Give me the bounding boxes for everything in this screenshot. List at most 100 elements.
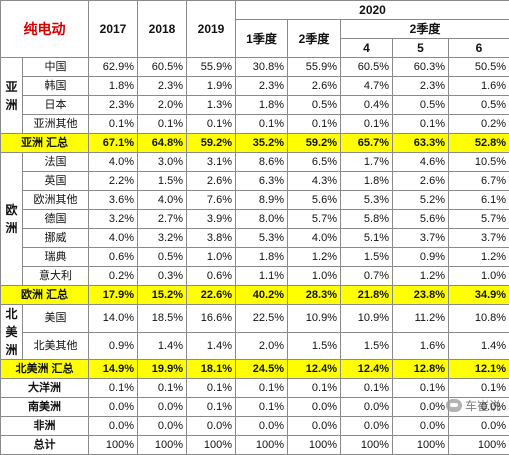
value-cell: 100% [236, 436, 288, 455]
value-cell: 2.0% [138, 96, 187, 115]
value-cell: 35.2% [236, 134, 288, 153]
col-header-q2: 2季度 [288, 20, 341, 58]
value-cell: 3.6% [89, 191, 138, 210]
value-cell: 34.9% [449, 286, 509, 305]
value-cell: 0.0% [288, 398, 341, 417]
value-cell: 0.1% [89, 115, 138, 134]
value-cell: 10.5% [449, 153, 509, 172]
value-cell: 28.3% [288, 286, 341, 305]
value-cell: 12.4% [341, 360, 393, 379]
subtotal-label: 北美洲 汇总 [1, 360, 89, 379]
col-header-2018: 2018 [138, 1, 187, 58]
value-cell: 5.1% [341, 229, 393, 248]
value-cell: 0.1% [187, 398, 236, 417]
region-label-asia: 亚洲 [1, 58, 23, 134]
value-cell: 19.9% [138, 360, 187, 379]
value-cell: 0.3% [138, 267, 187, 286]
value-cell: 3.9% [187, 210, 236, 229]
value-cell: 6.7% [449, 172, 509, 191]
table-row: 瑞典 0.6%0.5%1.0%1.8%1.2%1.5%0.9%1.2% [1, 248, 509, 267]
value-cell: 0.2% [89, 267, 138, 286]
value-cell: 7.6% [187, 191, 236, 210]
table-row: 亚洲 中国 62.9%60.5%55.9%30.8%55.9%60.5%60.3… [1, 58, 509, 77]
value-cell: 65.7% [341, 134, 393, 153]
value-cell: 0.5% [393, 96, 449, 115]
subtotal-row-europe: 欧洲 汇总 17.9%15.2%22.6%40.2%28.3%21.8%23.8… [1, 286, 509, 305]
value-cell: 100% [138, 436, 187, 455]
value-cell: 4.0% [288, 229, 341, 248]
value-cell: 1.0% [288, 267, 341, 286]
value-cell: 21.8% [341, 286, 393, 305]
value-cell: 0.2% [449, 115, 509, 134]
value-cell: 0.0% [449, 417, 509, 436]
value-cell: 0.1% [341, 379, 393, 398]
row-label: 大洋洲 [1, 379, 89, 398]
value-cell: 67.1% [89, 134, 138, 153]
value-cell: 3.2% [138, 229, 187, 248]
table-row: 挪威 4.0%3.2%3.8%5.3%4.0%5.1%3.7%3.7% [1, 229, 509, 248]
value-cell: 3.7% [449, 229, 509, 248]
row-label: 挪威 [23, 229, 89, 248]
table-row: 欧洲其他 3.6%4.0%7.6%8.9%5.6%5.3%5.2%6.1% [1, 191, 509, 210]
value-cell: 1.2% [449, 248, 509, 267]
value-cell: 8.9% [236, 191, 288, 210]
value-cell: 6.1% [449, 191, 509, 210]
value-cell: 3.7% [393, 229, 449, 248]
value-cell: 10.8% [449, 305, 509, 333]
col-header-2019: 2019 [187, 1, 236, 58]
value-cell: 0.0% [138, 417, 187, 436]
value-cell: 0.1% [187, 115, 236, 134]
value-cell: 4.0% [89, 229, 138, 248]
value-cell: 5.6% [288, 191, 341, 210]
row-label: 亚洲其他 [23, 115, 89, 134]
row-label: 中国 [23, 58, 89, 77]
value-cell: 15.2% [138, 286, 187, 305]
value-cell: 0.1% [236, 398, 288, 417]
value-cell: 0.1% [288, 115, 341, 134]
value-cell: 0.1% [187, 379, 236, 398]
table-row: 非洲 0.0%0.0%0.0%0.0%0.0%0.0%0.0%0.0% [1, 417, 509, 436]
value-cell: 22.6% [187, 286, 236, 305]
value-cell: 5.6% [393, 210, 449, 229]
value-cell: 12.4% [288, 360, 341, 379]
value-cell: 0.0% [89, 417, 138, 436]
value-cell: 4.3% [288, 172, 341, 191]
col-header-month-4: 4 [341, 39, 393, 58]
region-label-europe: 欧洲 [1, 153, 23, 286]
value-cell: 2.6% [288, 77, 341, 96]
value-cell: 0.1% [236, 379, 288, 398]
value-cell: 4.7% [341, 77, 393, 96]
value-cell: 63.3% [393, 134, 449, 153]
value-cell: 100% [449, 436, 509, 455]
region-label-north-america: 北美洲 [1, 305, 23, 360]
value-cell: 0.0% [341, 398, 393, 417]
row-label: 非洲 [1, 417, 89, 436]
row-label: 法国 [23, 153, 89, 172]
subtotal-label: 亚洲 汇总 [1, 134, 89, 153]
col-header-2020: 2020 [236, 1, 509, 20]
value-cell: 1.8% [341, 172, 393, 191]
header-row-1: 纯电动 2017 2018 2019 2020 [1, 1, 509, 20]
value-cell: 0.6% [187, 267, 236, 286]
row-label: 瑞典 [23, 248, 89, 267]
table-row: 韩国 1.8%2.3%1.9%2.3%2.6%4.7%2.3%1.6% [1, 77, 509, 96]
value-cell: 5.3% [236, 229, 288, 248]
value-cell: 0.0% [449, 398, 509, 417]
value-cell: 0.7% [341, 267, 393, 286]
value-cell: 12.8% [393, 360, 449, 379]
value-cell: 0.1% [138, 379, 187, 398]
value-cell: 4.0% [138, 191, 187, 210]
table-row: 英国 2.2%1.5%2.6%6.3%4.3%1.8%2.6%6.7% [1, 172, 509, 191]
value-cell: 0.1% [236, 115, 288, 134]
value-cell: 4.6% [393, 153, 449, 172]
value-cell: 0.9% [89, 332, 138, 360]
value-cell: 30.8% [236, 58, 288, 77]
value-cell: 1.9% [187, 77, 236, 96]
subtotal-row-north-america: 北美洲 汇总 14.9%19.9%18.1%24.5%12.4%12.4%12.… [1, 360, 509, 379]
value-cell: 5.7% [449, 210, 509, 229]
table-row: 欧洲 法国 4.0%3.0%3.1%8.6%6.5%1.7%4.6%10.5% [1, 153, 509, 172]
value-cell: 0.0% [393, 417, 449, 436]
row-label: 德国 [23, 210, 89, 229]
value-cell: 23.8% [393, 286, 449, 305]
